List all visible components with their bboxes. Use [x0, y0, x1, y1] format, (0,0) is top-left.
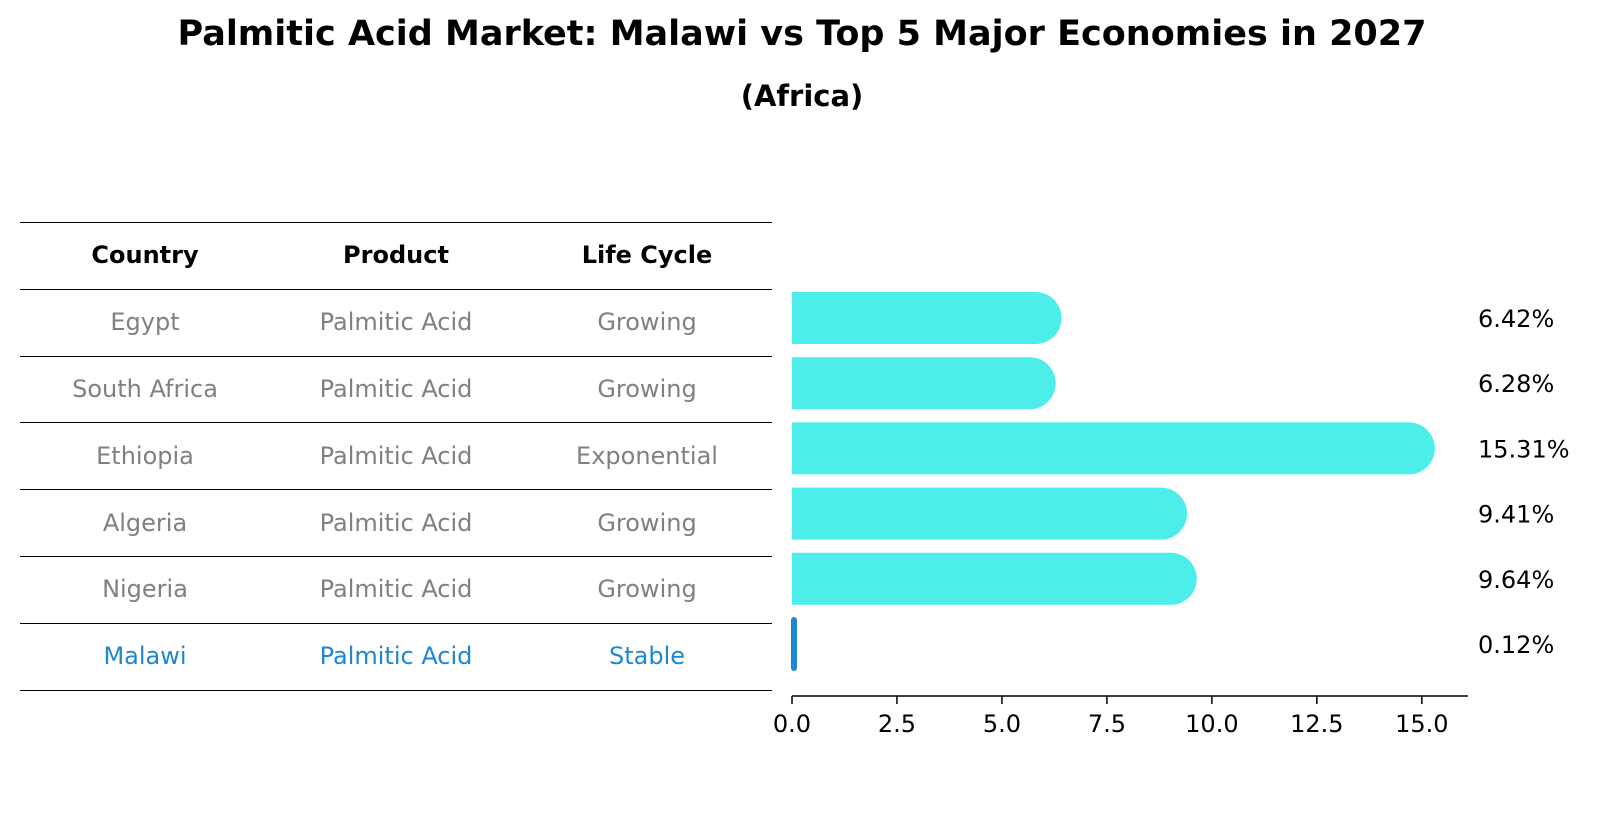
bar-value-label: 9.41%: [1478, 501, 1554, 529]
table-cell-country: Algeria: [102, 508, 188, 537]
table-cell-country: Malawi: [103, 642, 187, 671]
bar: [792, 357, 1056, 410]
bar: [792, 487, 1188, 540]
table-header: Life Cycle: [581, 241, 713, 270]
table-rule: [20, 556, 772, 557]
chart-title: Palmitic Acid Market: Malawi vs Top 5 Ma…: [177, 14, 1427, 54]
bar-value-label: 0.12%: [1478, 631, 1554, 659]
table-header: Product: [343, 241, 449, 270]
x-tick-label: 5.0: [983, 710, 1021, 738]
bar: [792, 422, 1435, 475]
bar-value-label: 9.64%: [1478, 566, 1554, 594]
table-cell-life-cycle: Growing: [597, 508, 697, 537]
table-cell-life-cycle: Growing: [597, 308, 697, 337]
x-tick-label: 0.0: [773, 710, 811, 738]
table-cell-life-cycle: Exponential: [576, 441, 718, 470]
table-header: Country: [91, 241, 199, 270]
bar: [792, 292, 1062, 344]
x-tick-label: 2.5: [878, 710, 916, 738]
table-cell-life-cycle: Growing: [597, 575, 697, 604]
x-tick-label: 7.5: [1088, 710, 1126, 738]
table-cell-country: Nigeria: [102, 575, 188, 604]
table-rule: [20, 489, 772, 491]
x-tick-label: 10.0: [1185, 710, 1238, 738]
chart-subtitle: (Africa): [740, 79, 864, 113]
table-cell-product: Palmitic Acid: [319, 575, 473, 604]
table-rule: [20, 689, 772, 691]
table-cell-life-cycle: Growing: [597, 375, 697, 403]
table-cell-life-cycle: Stable: [608, 642, 686, 671]
table-cell-country: Ethiopia: [96, 441, 194, 470]
table-cell-product: Palmitic Acid: [319, 508, 473, 537]
table-rule: [20, 288, 772, 290]
bar-value-label: 6.28%: [1478, 370, 1554, 398]
x-tick-label: 15.0: [1395, 710, 1448, 738]
table-rule: [20, 622, 772, 624]
x-tick-label: 12.5: [1290, 710, 1343, 738]
table-rule: [20, 222, 772, 223]
table-rule: [20, 355, 772, 357]
table-cell-country: Egypt: [110, 308, 180, 337]
table-cell-product: Palmitic Acid: [319, 375, 473, 403]
table-cell-product: Palmitic Acid: [319, 441, 473, 470]
table-cell-country: South Africa: [72, 375, 218, 403]
bar-value-label: 6.42%: [1478, 305, 1554, 333]
table-cell-product: Palmitic Acid: [319, 308, 473, 337]
bar-value-label: 15.31%: [1478, 435, 1570, 463]
bar: [792, 552, 1197, 605]
table-rule: [20, 422, 772, 424]
table-cell-product: Palmitic Acid: [319, 642, 473, 671]
